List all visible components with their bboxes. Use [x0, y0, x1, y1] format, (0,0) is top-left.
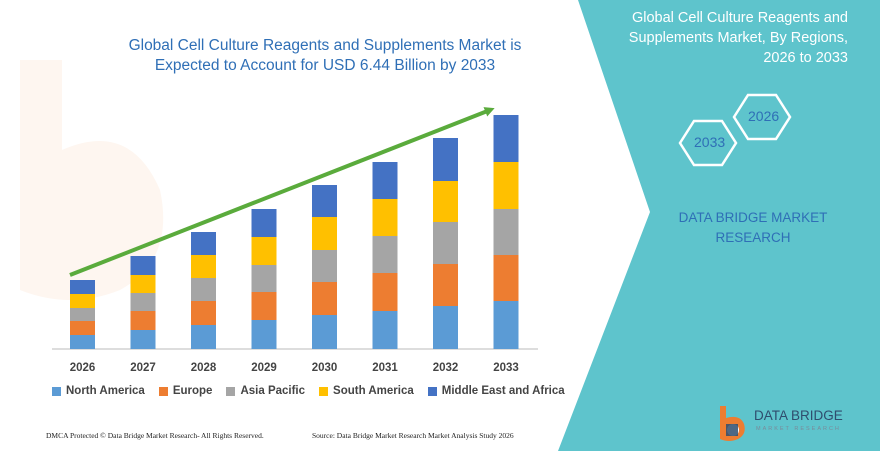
logo-tagline: MARKET RESEARCH — [756, 426, 841, 432]
bar-segment-2029-series-0 — [251, 320, 277, 349]
bar-segment-2027-series-3 — [130, 275, 156, 293]
bar-segment-2031-series-1 — [372, 273, 398, 311]
bar-segment-2031-series-3 — [372, 199, 398, 236]
watermark-logo — [20, 60, 164, 300]
bar-segment-2030-series-3 — [312, 217, 337, 250]
bar-segment-2032-series-1 — [433, 264, 458, 306]
x-tick-label-2032: 2032 — [433, 362, 459, 374]
legend-swatch-1 — [158, 386, 168, 396]
bar-segment-2027-series-0 — [130, 330, 156, 349]
side-panel — [558, 0, 880, 451]
x-tick-labels: 2026 2027 2028 2029 2030 2031 2032 2033 — [70, 362, 519, 374]
bar-segment-2033-series-4 — [493, 115, 519, 162]
x-tick-label-2027: 2027 — [130, 362, 156, 374]
bar-segment-2033-series-3 — [493, 162, 519, 209]
bar-segment-2029-series-2 — [251, 265, 277, 292]
legend-swatch-2 — [226, 386, 236, 396]
bar-segment-2028-series-3 — [191, 255, 216, 278]
bar-segment-2030-series-4 — [312, 185, 337, 217]
legend-label-3: South America — [333, 385, 414, 397]
legend-item-0: North America — [52, 385, 145, 397]
logo-name: DATA BRIDGE — [754, 408, 843, 423]
hexagon-2026 — [732, 93, 792, 141]
data-bridge-logo-icon — [720, 406, 745, 441]
bar-segment-2033-series-1 — [493, 255, 519, 301]
bar-segment-2032-series-3 — [433, 181, 458, 222]
bar-segment-2029-series-4 — [251, 209, 277, 237]
bar-segment-2031-series-0 — [372, 311, 398, 349]
bar-segment-2031-series-4 — [372, 162, 398, 199]
chart-title: Global Cell Culture Reagents and Supplem… — [128, 37, 522, 74]
x-tick-label-2031: 2031 — [372, 362, 398, 374]
bar-segment-2028-series-1 — [191, 301, 216, 325]
bar-segment-2026-series-4 — [70, 280, 95, 294]
bar-segment-2026-series-3 — [70, 294, 95, 308]
hex-label-start: 2026 — [748, 108, 780, 124]
x-tick-label-2026: 2026 — [70, 362, 96, 374]
legend-item-3: South America — [319, 385, 414, 397]
x-tick-label-2028: 2028 — [191, 362, 217, 374]
hex-label-end: 2033 — [694, 134, 726, 150]
bar-segment-2028-series-0 — [191, 325, 216, 349]
x-tick-label-2029: 2029 — [251, 362, 277, 374]
bar-segment-2032-series-0 — [433, 306, 458, 349]
legend-label-0: North America — [66, 385, 145, 397]
legend-swatch-4 — [427, 386, 437, 396]
bar-segment-2030-series-1 — [312, 282, 337, 315]
brand-text: DATA BRIDGE MARKET RESEARCH — [678, 210, 828, 245]
x-tick-label-2033: 2033 — [493, 362, 519, 374]
x-tick-label-2030: 2030 — [312, 362, 338, 374]
bar-segment-2033-series-2 — [493, 209, 519, 255]
bar-segment-2027-series-1 — [130, 311, 156, 330]
legend-swatch-3 — [319, 386, 329, 396]
bar-segment-2029-series-3 — [251, 237, 277, 265]
footer-source: Source: Data Bridge Market Research Mark… — [312, 431, 514, 440]
legend-item-4: Middle East and Africa — [427, 385, 565, 397]
side-panel-title: Global Cell Culture Reagents and Supplem… — [628, 10, 848, 66]
trend-arrow — [69, 107, 495, 277]
legend-item-1: Europe — [158, 385, 213, 397]
bar-segment-2026-series-1 — [70, 321, 95, 335]
chart-legend: North America Europe Asia Pacific South Ame… — [52, 385, 565, 397]
bar-segment-2032-series-4 — [433, 138, 458, 181]
bar-segment-2026-series-2 — [70, 308, 95, 321]
legend-item-2: Asia Pacific — [226, 385, 305, 397]
bar-segment-2033-series-0 — [493, 301, 519, 349]
bar-segment-2028-series-2 — [191, 278, 216, 301]
legend-label-2: Asia Pacific — [240, 385, 306, 397]
legend-swatch-0 — [52, 386, 61, 396]
legend-label-1: Europe — [172, 385, 213, 397]
bar-segment-2030-series-2 — [312, 250, 337, 282]
bar-segment-2029-series-1 — [251, 292, 277, 320]
legend-label-4: Middle East and Africa — [441, 385, 565, 397]
bar-segment-2030-series-0 — [312, 315, 337, 349]
bar-segment-2028-series-4 — [191, 232, 216, 255]
bar-segment-2027-series-4 — [130, 256, 156, 275]
bar-segment-2032-series-2 — [433, 222, 458, 264]
bars-layer — [70, 115, 519, 349]
footer-copyright: DMCA Protected © Data Bridge Market Rese… — [46, 431, 264, 440]
bar-segment-2026-series-0 — [70, 335, 95, 349]
hexagon-2033 — [678, 119, 738, 167]
bar-segment-2031-series-2 — [372, 236, 398, 273]
bar-segment-2027-series-2 — [130, 293, 156, 311]
